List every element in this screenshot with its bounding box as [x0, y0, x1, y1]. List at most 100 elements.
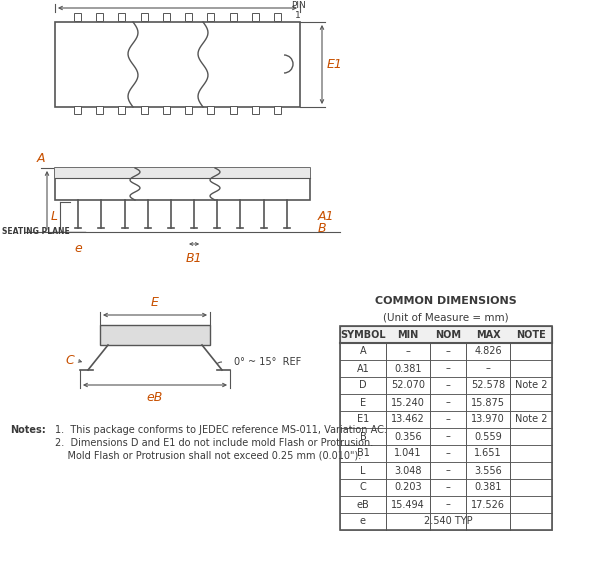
Text: C: C — [359, 483, 367, 493]
Text: PIN
1: PIN 1 — [291, 1, 305, 20]
Text: A: A — [36, 152, 45, 165]
Text: 0.381: 0.381 — [395, 363, 422, 374]
Bar — [118, 106, 125, 114]
Text: (Unit of Measure = mm): (Unit of Measure = mm) — [383, 313, 509, 323]
Bar — [340, 462, 552, 479]
Bar — [74, 13, 81, 21]
Text: 15.240: 15.240 — [391, 397, 425, 408]
Text: L: L — [360, 466, 366, 476]
Text: 15.875: 15.875 — [471, 397, 505, 408]
Text: B1: B1 — [186, 252, 202, 265]
Bar — [340, 343, 552, 360]
Text: B: B — [359, 431, 367, 442]
Bar — [118, 13, 125, 21]
Text: –: – — [445, 414, 450, 425]
Text: –: – — [445, 448, 450, 459]
Text: D: D — [359, 380, 367, 391]
Text: –: – — [445, 483, 450, 493]
Bar — [275, 13, 281, 21]
Text: 15.494: 15.494 — [391, 500, 425, 510]
Text: e: e — [360, 517, 366, 527]
Text: eB: eB — [147, 391, 163, 404]
Bar — [185, 13, 192, 21]
Bar — [340, 377, 552, 394]
Text: 1.041: 1.041 — [395, 448, 422, 459]
Text: A: A — [360, 346, 366, 357]
Text: –: – — [445, 431, 450, 442]
Text: E: E — [360, 397, 366, 408]
Bar — [74, 106, 81, 114]
Text: Note 2: Note 2 — [514, 380, 547, 391]
Text: D: D — [185, 0, 195, 2]
Bar — [275, 106, 281, 114]
Text: –: – — [405, 346, 410, 357]
Text: 17.526: 17.526 — [471, 500, 505, 510]
Text: NOM: NOM — [435, 329, 461, 340]
Text: Mold Flash or Protrusion shall not exceed 0.25 mm (0.010").: Mold Flash or Protrusion shall not excee… — [55, 450, 361, 460]
Text: 1.651: 1.651 — [474, 448, 502, 459]
Bar — [185, 106, 192, 114]
Text: 13.970: 13.970 — [471, 414, 505, 425]
Text: 0.559: 0.559 — [474, 431, 502, 442]
Text: A1: A1 — [318, 209, 335, 222]
Text: 0.203: 0.203 — [394, 483, 422, 493]
Text: 1.  This package conforms to JEDEC reference MS-011, Variation AC.: 1. This package conforms to JEDEC refere… — [55, 425, 387, 435]
Bar — [55, 168, 310, 178]
Text: –: – — [445, 466, 450, 476]
FancyBboxPatch shape — [55, 168, 310, 200]
Text: SEATING PLANE: SEATING PLANE — [2, 227, 70, 236]
Text: E1: E1 — [357, 414, 369, 425]
Text: –: – — [445, 346, 450, 357]
Bar — [96, 13, 103, 21]
Bar — [340, 445, 552, 462]
Bar — [230, 13, 237, 21]
Bar — [100, 325, 210, 345]
Bar — [340, 326, 552, 343]
Text: 52.070: 52.070 — [391, 380, 425, 391]
Bar — [207, 13, 215, 21]
Text: –: – — [445, 380, 450, 391]
Text: L: L — [51, 209, 58, 222]
Text: MAX: MAX — [476, 329, 501, 340]
Text: Note 2: Note 2 — [514, 414, 547, 425]
Text: SYMBOL: SYMBOL — [340, 329, 386, 340]
Text: B1: B1 — [356, 448, 370, 459]
Bar — [96, 106, 103, 114]
Bar — [230, 106, 237, 114]
Bar — [340, 513, 552, 530]
Text: 0° ~ 15°  REF: 0° ~ 15° REF — [234, 357, 301, 367]
Bar — [340, 394, 552, 411]
Bar — [252, 13, 259, 21]
Text: –: – — [445, 363, 450, 374]
Text: –: – — [445, 500, 450, 510]
Bar — [141, 13, 148, 21]
Text: 0.356: 0.356 — [394, 431, 422, 442]
Bar — [55, 22, 300, 107]
Bar — [141, 106, 148, 114]
Bar — [163, 106, 170, 114]
Text: B: B — [318, 222, 327, 235]
Text: 3.556: 3.556 — [474, 466, 502, 476]
Bar — [340, 326, 552, 530]
Text: eB: eB — [356, 500, 370, 510]
Text: 2.  Dimensions D and E1 do not include mold Flash or Protrusion.: 2. Dimensions D and E1 do not include mo… — [55, 438, 373, 448]
Text: MIN: MIN — [398, 329, 419, 340]
Text: 2.540 TYP: 2.540 TYP — [424, 517, 472, 527]
Text: e: e — [75, 242, 82, 255]
Text: 52.578: 52.578 — [471, 380, 505, 391]
Text: 13.462: 13.462 — [391, 414, 425, 425]
Text: 0.381: 0.381 — [474, 483, 502, 493]
Text: NOTE: NOTE — [516, 329, 546, 340]
Bar — [163, 13, 170, 21]
Bar — [340, 411, 552, 428]
Text: 3.048: 3.048 — [395, 466, 422, 476]
Bar — [340, 428, 552, 445]
Text: –: – — [445, 397, 450, 408]
Text: C: C — [65, 353, 74, 366]
Text: E1: E1 — [327, 58, 343, 71]
Text: –: – — [485, 363, 490, 374]
Bar — [340, 496, 552, 513]
Text: Notes:: Notes: — [10, 425, 45, 435]
Bar — [340, 360, 552, 377]
Bar — [340, 479, 552, 496]
